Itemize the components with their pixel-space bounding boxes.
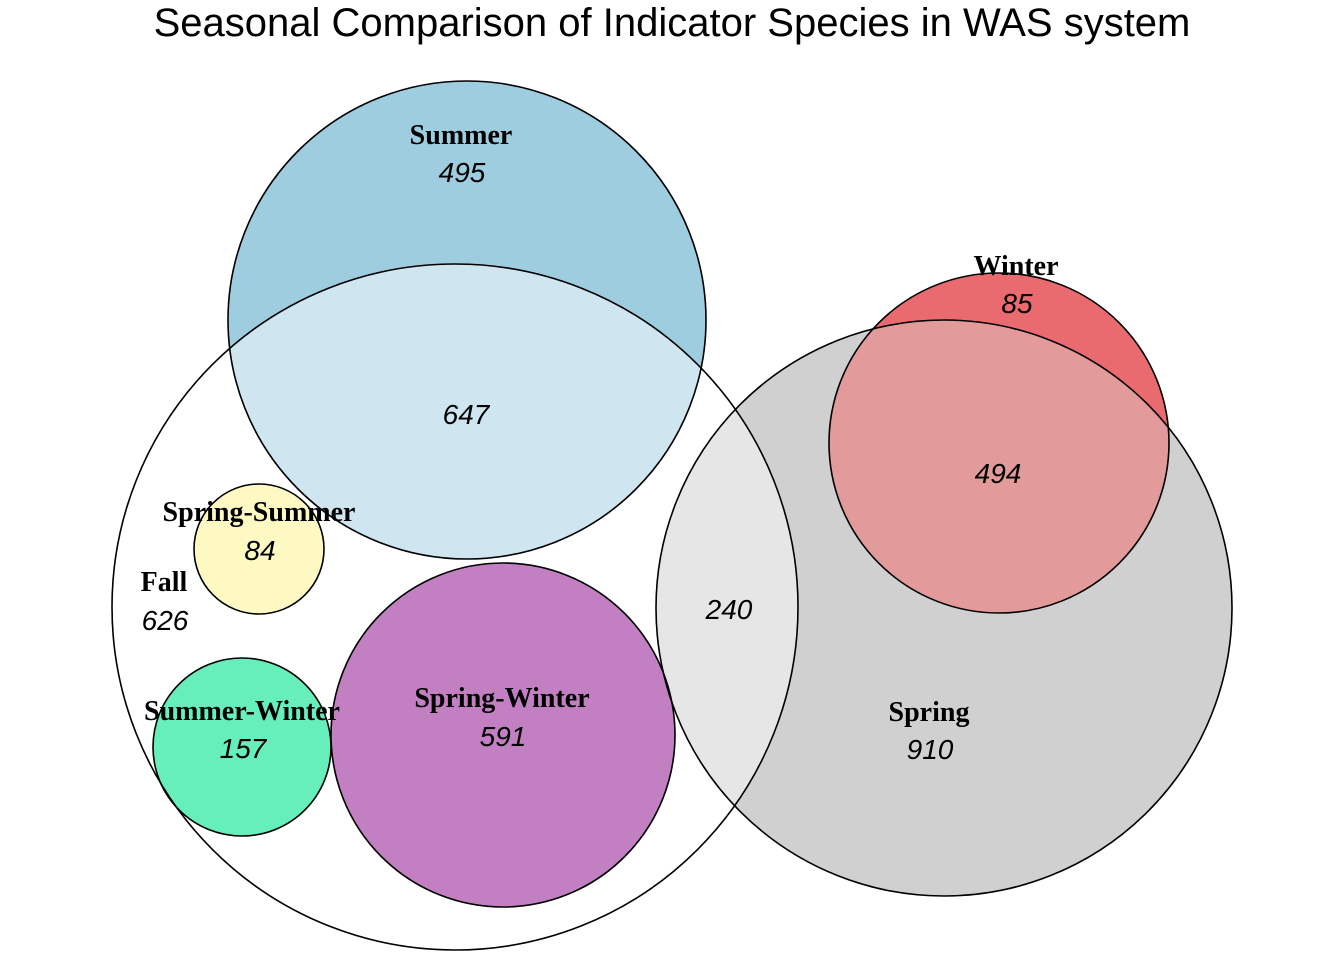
- fall-spring-count: 240: [705, 594, 753, 625]
- spring-summer-circle: [193, 483, 325, 615]
- summer-winter-count: 157: [220, 733, 268, 764]
- fall-summer-overlap: [228, 264, 706, 559]
- spring-count: 910: [907, 734, 954, 765]
- winter-label: Winter: [973, 251, 1058, 282]
- spring-summer-count: 84: [244, 535, 275, 566]
- spring-winter-overlap-region: [829, 320, 1169, 613]
- summer-winter-label: Summer-Winter: [144, 696, 340, 727]
- winter-count: 85: [1001, 288, 1033, 319]
- fall-label: Fall: [141, 567, 188, 598]
- summer-outline: [227, 80, 707, 560]
- fall-summer-count: 647: [443, 399, 491, 430]
- chart-title: Seasonal Comparison of Indicator Species…: [154, 1, 1191, 45]
- fall-outline: [111, 263, 799, 951]
- spring-label: Spring: [889, 697, 970, 728]
- spring-summer-label: Spring-Summer: [163, 497, 356, 528]
- summer-count: 495: [439, 157, 486, 188]
- summer-label: Summer: [410, 120, 513, 151]
- spring-winter-circle: [330, 562, 676, 908]
- spring-winter-count: 591: [480, 721, 527, 752]
- winter-outline: [828, 272, 1170, 614]
- fall-count: 626: [142, 605, 189, 636]
- spring-winter-overlap-count: 494: [975, 458, 1022, 489]
- spring-outline: [655, 319, 1233, 897]
- spring-winter-label: Spring-Winter: [414, 683, 589, 714]
